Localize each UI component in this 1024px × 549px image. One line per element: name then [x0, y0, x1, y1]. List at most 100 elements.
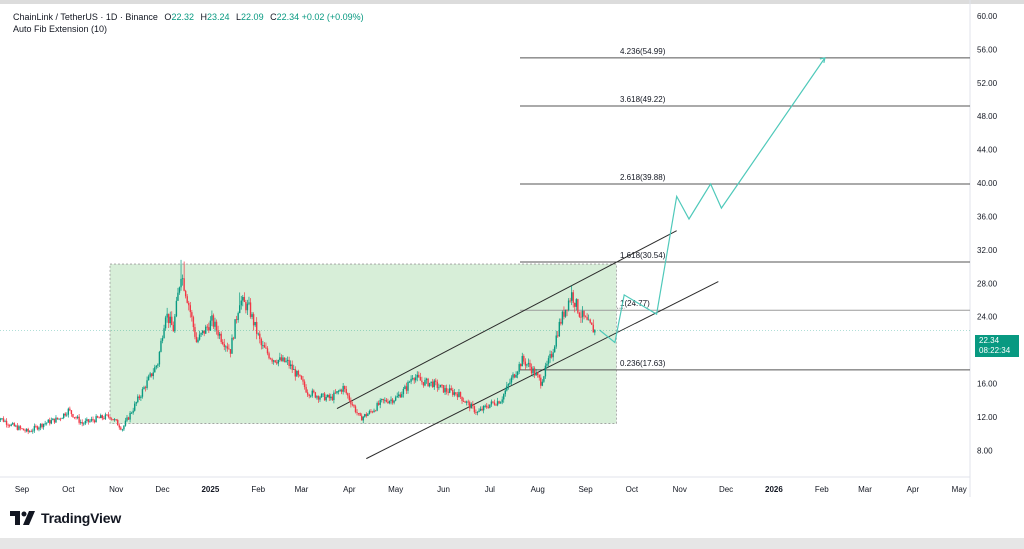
candle-body: [201, 330, 204, 333]
candle-body: [532, 368, 534, 374]
candle-body: [25, 428, 28, 432]
candle-body: [234, 319, 236, 339]
candle-body: [174, 316, 176, 332]
candle-body: [282, 357, 284, 361]
candle-body: [83, 423, 85, 425]
candle-body: [394, 397, 397, 401]
candle-body: [333, 392, 335, 401]
candle-body: [118, 425, 120, 428]
candle-body: [288, 359, 290, 367]
candle-body: [496, 401, 499, 406]
candle-body: [399, 394, 401, 398]
candle-body: [231, 337, 233, 354]
candle-body: [303, 381, 306, 388]
candle-body: [205, 326, 207, 334]
candle-body: [184, 290, 187, 297]
candle-body: [198, 334, 201, 340]
x-tick-label: Mar: [858, 485, 872, 494]
candle-body: [30, 431, 32, 433]
candle-body: [220, 333, 222, 342]
candle-body: [470, 403, 473, 409]
candle-body: [138, 396, 141, 399]
candle-body: [404, 386, 406, 389]
candle-body: [117, 420, 119, 426]
tradingview-logo[interactable]: TradingView: [10, 510, 121, 526]
candle-body: [422, 382, 425, 386]
candle-body: [27, 428, 29, 432]
high-label: H: [200, 12, 207, 22]
candle-body: [455, 392, 457, 395]
candle-body: [58, 418, 60, 420]
candle-body: [331, 396, 334, 401]
candle-body: [269, 358, 272, 360]
x-tick-label: Feb: [815, 485, 829, 494]
candle-body: [360, 415, 363, 421]
candle-body: [421, 380, 423, 383]
candle-body: [1, 418, 3, 420]
candle-body: [259, 333, 261, 340]
candle-body: [476, 411, 479, 413]
last-price-tag: 22.34 08:22:34: [975, 335, 1019, 357]
candle-body: [570, 292, 573, 301]
candle-body: [518, 364, 520, 372]
candle-body: [336, 391, 338, 394]
candle-body: [228, 348, 230, 350]
x-tick-label: May: [952, 485, 967, 494]
candle-body: [465, 401, 468, 403]
candle-body: [567, 300, 570, 311]
candle-body: [592, 324, 594, 333]
candle-body: [350, 400, 352, 405]
x-tick-label: Oct: [626, 485, 639, 494]
candle-body: [557, 335, 559, 337]
candle-body: [540, 377, 542, 386]
candle-body: [257, 333, 259, 335]
candle-body: [339, 389, 341, 392]
fib-level-label: 4.236(54.99): [620, 47, 666, 56]
candle-body: [424, 380, 426, 386]
candle-body: [348, 395, 351, 401]
candle-body: [248, 302, 250, 304]
candle-body: [181, 278, 184, 280]
candle-body: [276, 362, 278, 364]
candle-body: [345, 388, 347, 394]
projection-arrow-head: [819, 57, 826, 63]
candle-body: [467, 401, 469, 403]
y-tick-label: 24.00: [977, 313, 998, 322]
candle-body: [36, 426, 39, 430]
candle-body: [297, 370, 300, 375]
candle-body: [252, 314, 255, 326]
candle-body: [32, 430, 34, 432]
candle-body: [305, 387, 307, 393]
candle-body: [101, 415, 103, 419]
candle-body: [294, 369, 296, 377]
candle-body: [584, 316, 587, 318]
indicator-label[interactable]: Auto Fib Extension (10): [13, 24, 108, 34]
candle-body: [255, 321, 258, 334]
last-price: 22.34: [979, 336, 1000, 345]
candle-body: [53, 418, 56, 423]
candle-body: [155, 365, 158, 368]
candle-body: [171, 316, 173, 326]
candle-body: [189, 305, 191, 313]
candle-body: [306, 392, 309, 395]
candle-body: [280, 357, 283, 361]
candle-body: [154, 367, 156, 373]
range-box: [109, 263, 617, 424]
candle-body: [169, 316, 171, 324]
tradingview-icon: [10, 511, 35, 525]
candle-body: [158, 351, 161, 365]
candle-body: [541, 381, 544, 386]
candle-body: [549, 354, 551, 359]
candle-body: [430, 381, 432, 383]
bar-countdown: 08:22:34: [979, 346, 1011, 355]
candle-body: [24, 430, 26, 432]
candle-body: [132, 410, 134, 413]
candle-body: [225, 346, 227, 348]
candle-body: [510, 377, 513, 383]
candle-body: [130, 412, 133, 414]
candle-body: [157, 364, 159, 366]
candle-body: [141, 389, 144, 397]
candle-body: [351, 404, 354, 406]
candle-body: [59, 418, 62, 420]
